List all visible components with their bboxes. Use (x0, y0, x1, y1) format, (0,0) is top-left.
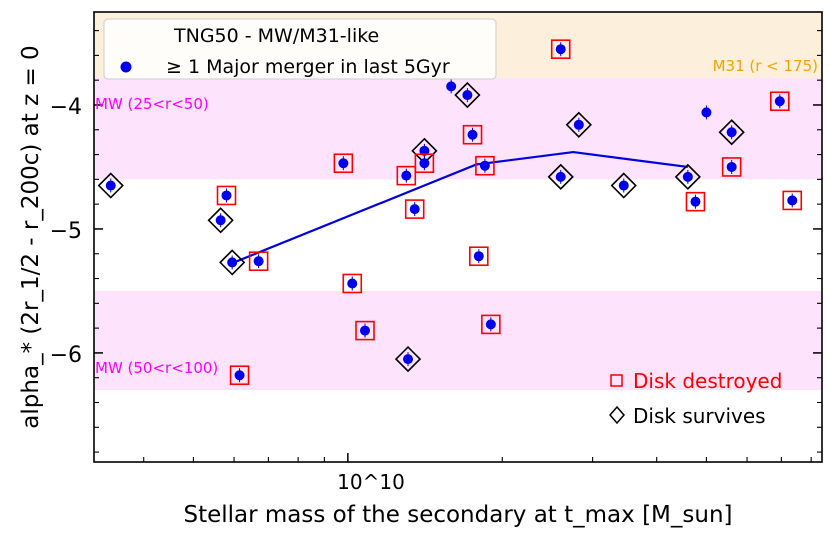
data-point (485, 319, 496, 330)
data-point (726, 127, 737, 138)
diamond-marker (394, 345, 422, 373)
legend-box (103, 18, 497, 80)
square-marker (342, 273, 363, 294)
diamond-marker (207, 207, 234, 234)
plot-frame (93, 11, 823, 463)
data-point (215, 215, 226, 226)
data-point (419, 158, 430, 169)
diamond-legend-icon (609, 405, 625, 425)
band-label-m31: M31 (r < 175) (713, 57, 818, 75)
square-legend-icon (610, 374, 623, 387)
square-marker (769, 91, 790, 112)
data-point (409, 204, 420, 215)
data-point (221, 190, 232, 201)
square-marker (550, 39, 571, 59)
legend-entry: ≥ 1 Major merger in last 5Gyr (166, 56, 450, 78)
square-marker (248, 251, 269, 271)
marker-legend-survives: Disk survives (633, 404, 766, 428)
band-1 (94, 77, 822, 180)
data-point (682, 171, 693, 182)
square-marker (462, 124, 483, 145)
diamond-marker (610, 172, 637, 199)
square-marker (721, 157, 742, 177)
x-axis-label: Stellar mass of the secondary at t_max [… (183, 502, 732, 528)
data-point (787, 195, 798, 206)
legend: TNG50 - MW/M31-like ≥ 1 Major merger in … (103, 18, 497, 80)
diamond-marker (97, 172, 124, 199)
diamond-marker (547, 163, 574, 191)
data-point (338, 158, 349, 169)
data-point (479, 160, 490, 171)
data-point (573, 119, 584, 130)
square-marker (333, 153, 354, 174)
data-point (403, 354, 414, 365)
diamond-marker (718, 119, 745, 146)
square-marker (396, 165, 417, 186)
data-point (227, 257, 238, 268)
data-point (690, 196, 701, 207)
data-point (701, 107, 712, 118)
data-point (446, 81, 457, 92)
square-marker (229, 365, 250, 386)
square-marker (475, 155, 495, 176)
data-point (555, 44, 566, 55)
x-tick-label-1e10: 10^10 (337, 470, 405, 494)
marker-legend: Disk destroyed Disk survives (609, 369, 782, 428)
y-tick-label-minus6: −6 (50, 343, 82, 368)
data-point (359, 325, 370, 336)
data-point (419, 145, 430, 156)
data-point (467, 129, 478, 140)
data-point (774, 96, 785, 107)
band-label-mw-50-100: MW (50<r<100) (95, 359, 218, 377)
square-marker (404, 199, 425, 219)
marker-legend-destroyed: Disk destroyed (633, 369, 782, 393)
data-point (555, 171, 566, 182)
median-line (233, 150, 688, 264)
square-marker (355, 320, 375, 341)
data-point (347, 278, 358, 289)
band-2 (94, 290, 822, 391)
legend-marker (120, 61, 132, 73)
square-marker (414, 153, 435, 174)
data-point (462, 90, 473, 101)
y-tick-label-minus5: −5 (50, 219, 82, 244)
data-point (473, 251, 484, 262)
data-point (234, 370, 245, 381)
y-axis-label: alpha_* (2r_1/2 - r_200c) at z = 0 (18, 45, 44, 428)
data-point (618, 180, 629, 191)
data-point (726, 161, 737, 172)
legend-title: TNG50 - MW/M31-like (173, 25, 379, 47)
y-tick-label-minus4: −4 (50, 95, 82, 120)
square-marker (782, 190, 803, 211)
square-marker (685, 191, 706, 212)
square-marker (469, 246, 489, 267)
diamond-marker (219, 249, 246, 276)
data-point (401, 170, 412, 181)
square-marker (481, 314, 501, 335)
diamond-marker (454, 81, 481, 109)
data-point (253, 256, 264, 267)
diamond-marker (565, 111, 592, 138)
diamond-marker (674, 163, 701, 191)
band-label-mw-25-50: MW (25<r<50) (95, 95, 209, 113)
data-points (97, 39, 803, 386)
data-point (105, 180, 116, 191)
square-marker (216, 185, 237, 206)
axis-ticks (94, 30, 822, 462)
